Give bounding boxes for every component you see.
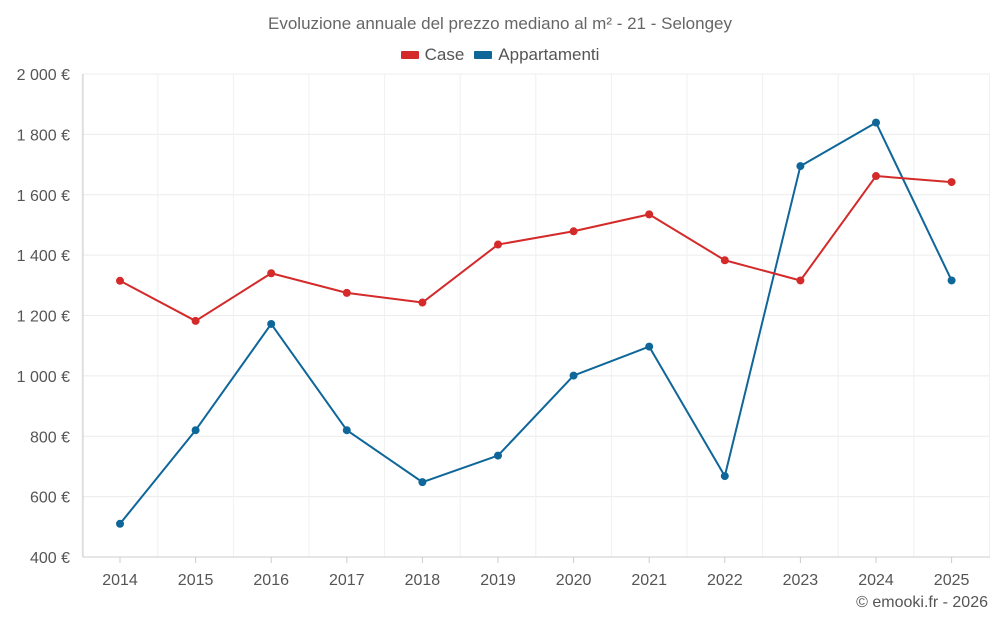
y-tick-label: 400 € <box>30 550 70 567</box>
data-point-case <box>947 178 956 187</box>
x-tick-label: 2023 <box>783 572 819 589</box>
y-tick-label: 1 600 € <box>17 188 70 205</box>
data-point-case <box>191 316 200 325</box>
data-point-case <box>267 269 276 278</box>
x-tick-label: 2019 <box>480 572 516 589</box>
data-point-appartamenti <box>267 319 276 328</box>
series-line-case <box>119 175 952 322</box>
x-tick-label: 2017 <box>329 572 365 589</box>
y-tick-label: 1 800 € <box>17 127 70 144</box>
x-tick-label: 2020 <box>556 572 592 589</box>
data-point-appartamenti <box>191 426 200 435</box>
series-line-appartamenti <box>119 121 953 525</box>
x-tick-label: 2025 <box>934 572 970 589</box>
data-point-case <box>645 210 654 219</box>
chart-title: Evoluzione annuale del prezzo mediano al… <box>268 14 732 33</box>
data-point-case <box>872 172 880 181</box>
x-tick-label: 2014 <box>102 572 138 589</box>
data-point-case <box>796 276 805 285</box>
x-tick-label: 2021 <box>631 572 667 589</box>
y-tick-label: 1 400 € <box>17 248 70 265</box>
x-tick-label: 2024 <box>858 572 894 589</box>
data-point-case <box>494 240 502 249</box>
y-tick-label: 1 000 € <box>17 369 70 386</box>
legend: Case Appartamenti <box>0 45 1000 65</box>
data-point-appartamenti <box>569 371 578 380</box>
data-point-case <box>569 227 578 236</box>
y-tick-label: 1 200 € <box>17 309 70 326</box>
data-point-appartamenti <box>872 118 880 127</box>
y-tick-label: 600 € <box>30 490 70 507</box>
data-point-appartamenti <box>796 162 805 171</box>
data-point-case <box>342 288 351 297</box>
y-tick-label: 2 000 € <box>17 67 70 84</box>
legend-item-appartamenti[interactable]: Appartamenti <box>474 45 599 65</box>
credit: © emooki.fr - 2026 <box>856 594 988 611</box>
grid <box>81 73 990 557</box>
data-point-case <box>116 276 124 285</box>
axes: 400 € 600 € 800 € 1 000 € 1 200 € 1 400 € 1 60… <box>17 67 990 589</box>
data-point-appartamenti <box>645 342 654 351</box>
legend-swatch-case <box>400 51 419 59</box>
legend-swatch-appartamenti <box>474 51 493 59</box>
x-tick-label: 2022 <box>707 572 743 589</box>
data-point-appartamenti <box>720 472 729 481</box>
data-point-appartamenti <box>116 519 124 528</box>
data-point-case <box>418 298 427 307</box>
legend-label-appartamenti: Appartamenti <box>498 45 600 64</box>
data-point-appartamenti <box>947 276 956 285</box>
series <box>116 118 956 528</box>
x-tick-label: 2016 <box>253 572 289 589</box>
legend-label-case: Case <box>424 45 465 64</box>
data-point-appartamenti <box>494 451 502 460</box>
data-point-appartamenti <box>418 478 427 487</box>
x-tick-label: 2015 <box>178 572 214 589</box>
legend-item-case[interactable]: Case <box>400 45 465 65</box>
y-tick-label: 800 € <box>30 429 70 446</box>
data-point-appartamenti <box>342 426 351 435</box>
data-point-case <box>720 256 729 265</box>
x-tick-label: 2018 <box>405 572 441 589</box>
